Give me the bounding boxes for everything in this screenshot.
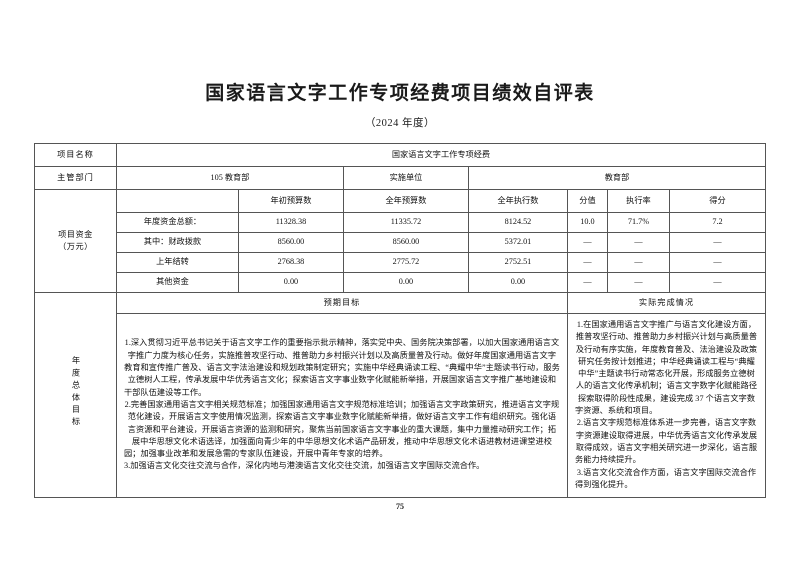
table-row-column-headers: 项目资金 （万元） 年初预算数 全年预算数 全年执行数 分值 执行率 得分 [33,189,767,293]
fund-row-begin-budget: 8560.00 [237,232,344,253]
expected-goal-text: 1.深入贯彻习近平总书记关于语言文字工作的重要指示批示精神，落实党中央、国务院决… [115,312,568,499]
column-header-annual-budget: 全年预算数 [342,189,469,213]
fund-row-annual-executed: 2752.51 [467,252,568,273]
table-row: 年度资金总额： 11328.38 11335.72 8124.52 10.0 7… [34,212,767,233]
goal-paragraph: 2.语言文字规范标准体系进一步完善，语言文字数字资源建设取得进展，中华优秀语言文… [574,418,758,465]
department-value: 105 教育部 [115,166,344,190]
column-header-exec-rate: 执行率 [606,189,670,213]
page-number: 75 [396,502,404,511]
empty-header-cell [115,189,239,213]
fund-row-annual-budget: 8560.00 [342,232,469,253]
fund-row-score-value: — [566,252,608,273]
goal-paragraph: 1.深入贯彻习近平总书记关于语言文字工作的重要指示批示精神，落实党中央、国务院决… [123,338,560,397]
fund-row-label: 上年结转 [115,252,239,273]
table-row: 其他资金 0.00 0.00 0.00 — — — [34,272,767,293]
project-fund-label: 项目资金 （万元） [33,189,117,293]
table-row-project-name: 项目名称 国家语言文字工作专项经费 [33,143,767,167]
fund-row-annual-executed: 0.00 [467,272,568,293]
fund-row-annual-budget: 0.00 [342,272,469,293]
project-name-label: 项目名称 [33,143,117,167]
fund-row-exec-rate: — [606,252,670,273]
fund-row-begin-budget: 0.00 [237,272,344,293]
performance-self-evaluation-table: 项目名称 国家语言文字工作专项经费 主管部门 105 教育部 实施单位 教育部 … [33,143,767,499]
column-header-begin-budget: 年初预算数 [237,189,344,213]
fund-row-annual-executed: 5372.01 [467,232,568,253]
department-label: 主管部门 [33,166,117,190]
fund-row-score-value: — [566,272,608,293]
project-name-value: 国家语言文字工作专项经费 [115,143,767,167]
goal-paragraph: 3.加强语言文化交往交流与合作，深化内地与港澳语言文化交往交流，加强语言文字国际… [123,461,485,471]
project-fund-label-line2: （万元） [58,242,93,251]
fund-row-score-value: 10.0 [566,212,608,233]
fund-row-begin-budget: 11328.38 [237,212,344,233]
fund-row-exec-rate: 71.7% [606,212,670,233]
annual-overall-goal-label: 年度总体目标 [33,291,117,499]
fund-row-score: — [668,232,767,253]
implementing-unit-label: 实施单位 [342,166,469,190]
fund-row-label: 其他资金 [115,272,239,293]
fund-row-score: — [668,252,767,273]
table-row-goal-content: 1.深入贯彻习近平总书记关于语言文字工作的重要指示批示精神，落实党中央、国务院决… [34,312,767,499]
fund-row-exec-rate: — [606,272,670,293]
column-header-annual-executed: 全年执行数 [467,189,568,213]
column-header-score-value: 分值 [566,189,608,213]
fund-row-score: 7.2 [668,212,767,233]
fund-row-annual-executed: 8124.52 [467,212,568,233]
fund-row-exec-rate: — [606,232,670,253]
fund-row-score: — [668,272,767,293]
goal-paragraph: 1.在国家通用语言文字推广与语言文化建设方面，推普攻坚行动、推普助力乡村振兴计划… [574,320,758,416]
fund-row-label: 其中：财政拨款 [115,232,239,253]
annual-overall-goal-label-text: 年度总体目标 [70,356,80,430]
fund-row-score-value: — [566,232,608,253]
table-row: 上年结转 2768.38 2775.72 2752.51 — — — [34,252,767,273]
goal-paragraph: 2.完善国家通用语言文字相关规范标准；加强国家通用语言文字规范标准培训；加强语言… [123,399,560,459]
column-header-score: 得分 [668,189,767,213]
goal-paragraph: 3.语言文化交流合作方面，语言文字国际交流合作得到强化提升。 [574,467,757,489]
fund-row-label: 年度资金总额： [115,212,239,233]
fund-row-annual-budget: 11335.72 [342,212,469,233]
fund-row-begin-budget: 2768.38 [237,252,344,273]
project-fund-label-line1: 项目资金 [58,229,93,239]
table-row-goal-headers: 年度总体目标 预期目标 实际完成情况 [33,291,767,499]
actual-completion-header: 实际完成情况 [566,292,767,314]
page-subtitle: （2024 年度） [364,118,436,129]
implementing-unit-value: 教育部 [467,166,767,190]
page-title: 国家语言文字工作专项经费项目绩效自评表 [205,83,595,104]
table-row-department: 主管部门 105 教育部 实施单位 教育部 [33,166,767,190]
actual-completion-text: 1.在国家通用语言文字推广与语言文化建设方面，推普攻坚行动、推普助力乡村振兴计划… [566,312,767,499]
expected-goal-header: 预期目标 [115,292,568,314]
fund-row-annual-budget: 2775.72 [342,252,469,273]
table-row: 其中：财政拨款 8560.00 8560.00 5372.01 — — — [34,232,767,253]
